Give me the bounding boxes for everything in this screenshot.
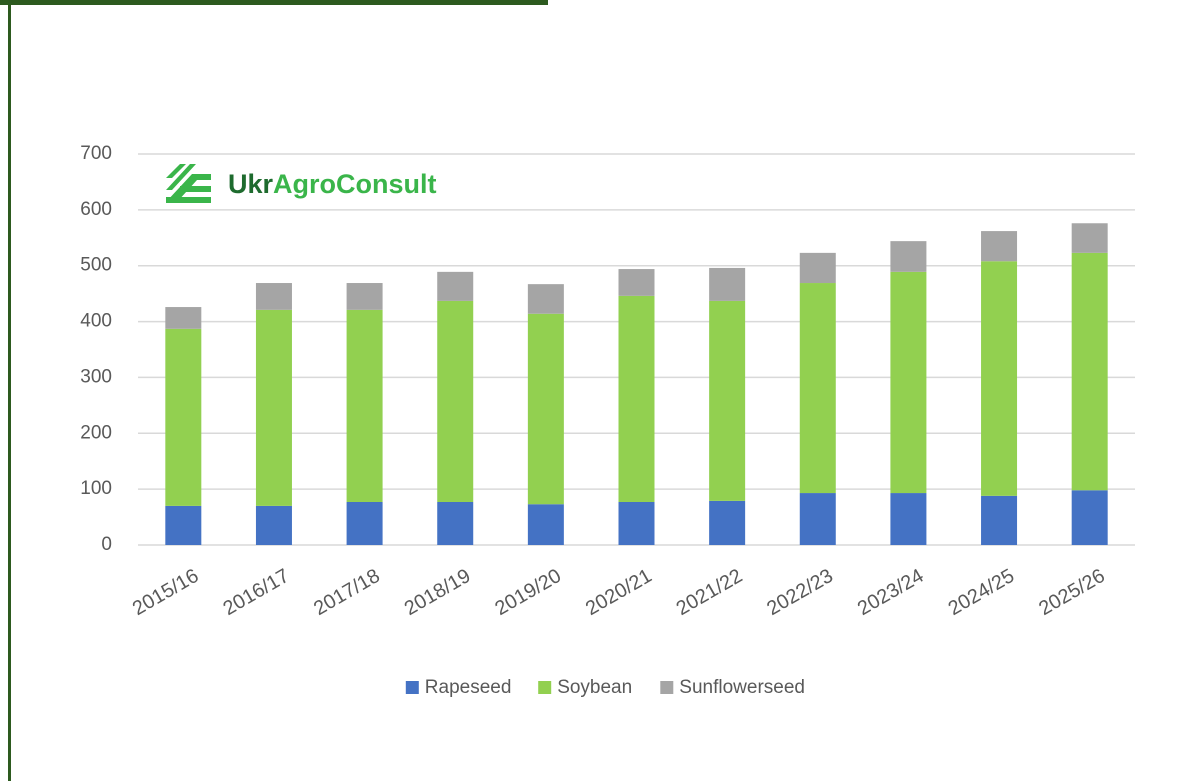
- x-tick-label: 2020/21: [582, 565, 656, 620]
- bar-segment: [165, 328, 202, 506]
- x-tick-label: 2024/25: [945, 565, 1019, 620]
- bar-segment: [709, 267, 746, 301]
- bar-segment: [981, 495, 1018, 545]
- y-tick-label: 0: [101, 534, 112, 555]
- frame-left: [8, 0, 11, 781]
- frame-top: [0, 0, 548, 5]
- legend-label: Soybean: [557, 677, 632, 698]
- bar-segment: [346, 283, 383, 310]
- legend-swatch: [538, 681, 552, 694]
- y-tick-label: 700: [80, 143, 112, 164]
- x-tick-label: 2025/26: [1035, 565, 1109, 620]
- logo-part: Ukr: [228, 169, 274, 199]
- x-tick-label: 2018/19: [401, 565, 475, 620]
- bar-segment: [255, 505, 292, 545]
- legend-swatch: [405, 681, 419, 694]
- legend-label: Rapeseed: [425, 677, 512, 698]
- y-tick-label: 600: [80, 199, 112, 220]
- bar-segment: [527, 284, 564, 314]
- y-tick-label: 400: [80, 311, 112, 332]
- bar-segment: [890, 493, 927, 545]
- bar-segment: [799, 493, 836, 545]
- bar-segment: [255, 283, 292, 310]
- x-tick-label: 2021/22: [673, 565, 747, 620]
- bar-segment: [437, 501, 474, 545]
- bar-segment: [618, 295, 655, 502]
- bar-segment: [890, 241, 927, 272]
- bar-segment: [981, 261, 1018, 496]
- bar-segment: [799, 252, 836, 284]
- x-tick-label: 2019/20: [491, 565, 565, 620]
- y-tick-label: 100: [80, 478, 112, 499]
- bar-segment: [709, 300, 746, 501]
- bar-segment: [346, 501, 383, 545]
- y-tick-label: 500: [80, 255, 112, 276]
- y-tick-label: 300: [80, 366, 112, 387]
- bar-segment: [618, 501, 655, 545]
- bar-segment: [255, 309, 292, 506]
- x-tick-label: 2016/17: [219, 565, 293, 620]
- bar-segment: [618, 269, 655, 296]
- logo-text: UkrAgroConsult: [228, 169, 437, 199]
- x-tick-label: 2017/18: [310, 565, 384, 620]
- bar-segment: [1071, 223, 1108, 253]
- bar-segment: [1071, 252, 1108, 491]
- bar-segment: [1071, 490, 1108, 545]
- bar-segment: [799, 283, 836, 494]
- bar-segment: [437, 271, 474, 301]
- x-tick-label: 2022/23: [763, 565, 837, 620]
- x-tick-label: 2015/16: [129, 565, 203, 620]
- logo: UkrAgroConsult: [166, 164, 437, 203]
- y-tick-label: 200: [80, 422, 112, 443]
- bar-segment: [709, 500, 746, 545]
- bar-segment: [437, 300, 474, 502]
- bar-segment: [165, 307, 202, 329]
- x-tick-label: 2023/24: [854, 565, 928, 620]
- bar-segment: [527, 504, 564, 545]
- bar-segment: [165, 505, 202, 545]
- logo-part: Consult: [336, 169, 437, 199]
- bar-segment: [527, 313, 564, 505]
- legend-swatch: [660, 681, 674, 694]
- legend-label: Sunflowerseed: [679, 677, 805, 698]
- logo-part: Agro: [273, 169, 336, 199]
- bar-segment: [346, 309, 383, 502]
- bar-segment: [981, 231, 1018, 262]
- bar-segment: [890, 271, 927, 494]
